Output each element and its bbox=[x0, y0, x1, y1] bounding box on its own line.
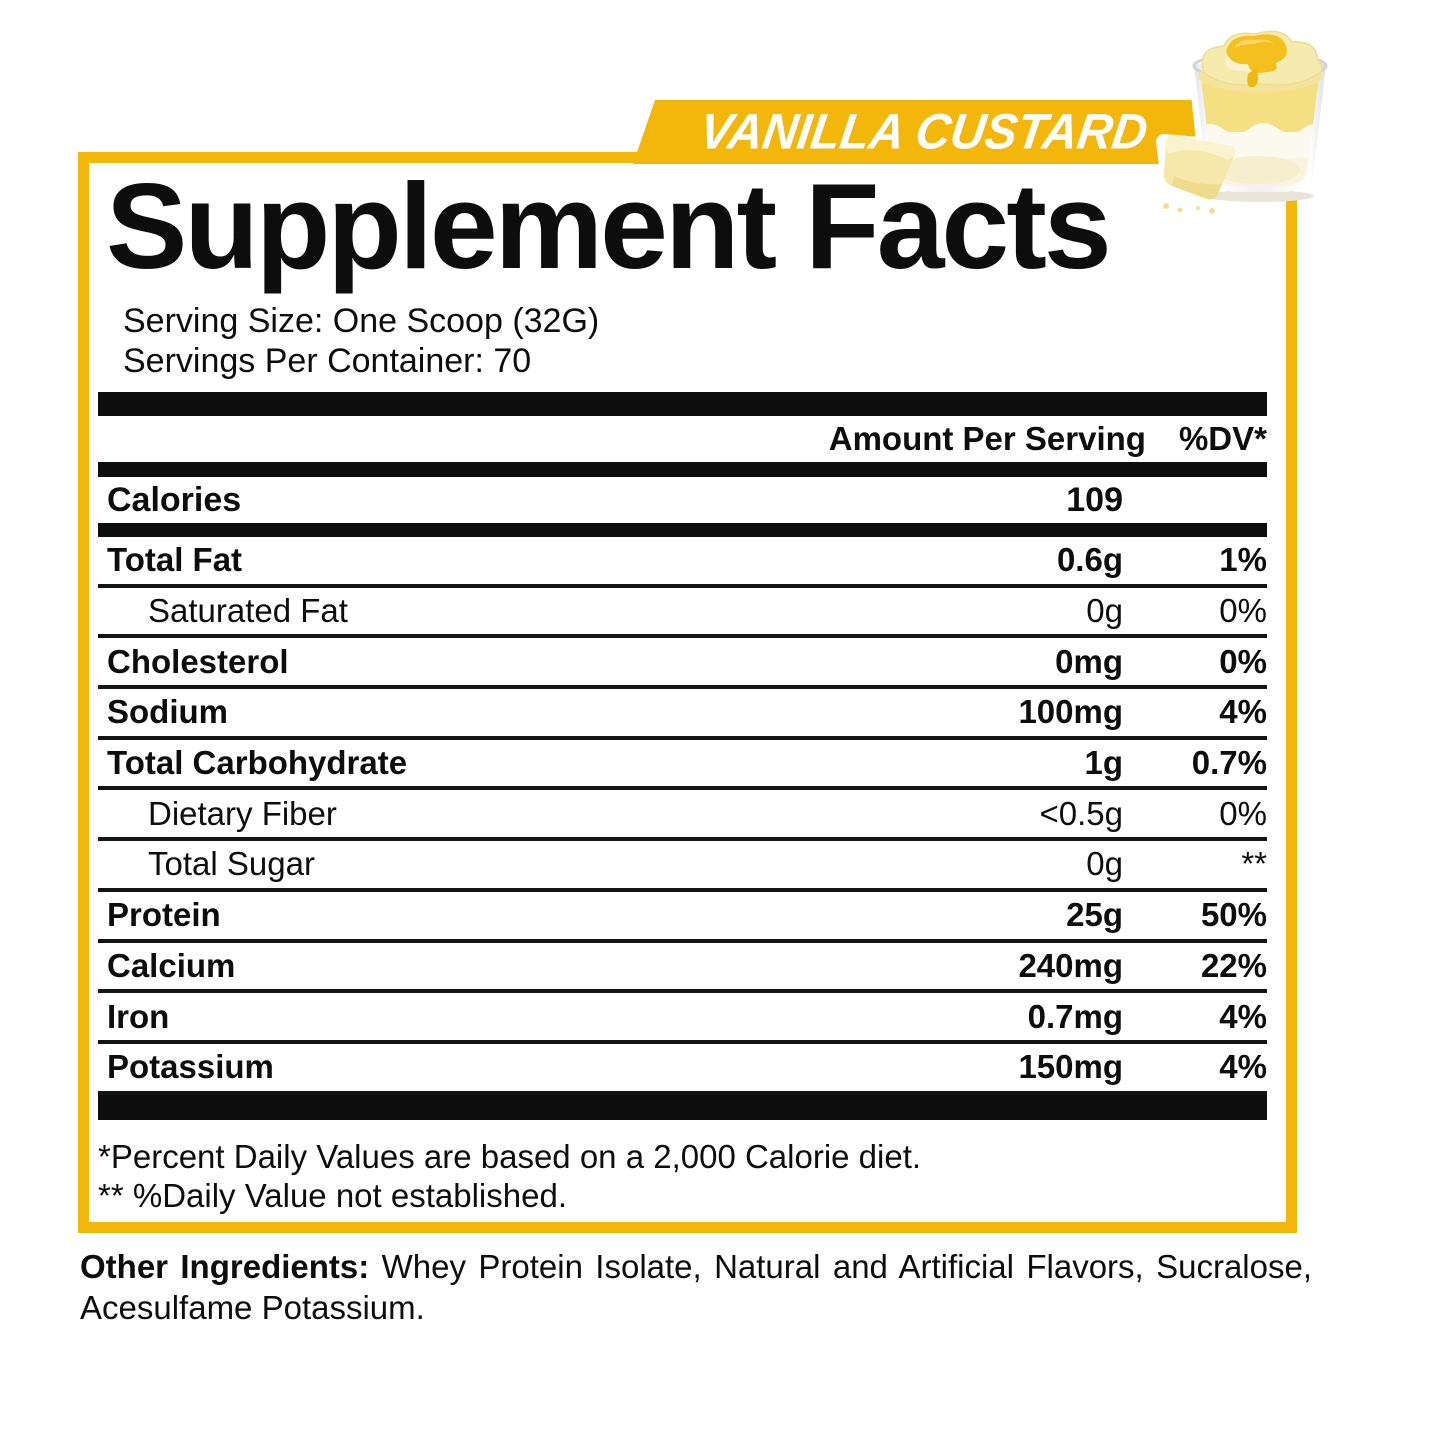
divider-medium bbox=[98, 523, 1267, 537]
footnotes: *Percent Daily Values are based on a 2,0… bbox=[98, 1137, 1267, 1215]
nutrient-dv: 4% bbox=[1219, 1048, 1267, 1086]
nutrient-amount: 0.6g bbox=[1056, 541, 1123, 579]
table-row: Protein 25g 50% bbox=[98, 892, 1267, 943]
nutrient-name: Potassium bbox=[107, 1048, 274, 1086]
dv-column-header: %DV* bbox=[1178, 420, 1267, 457]
nutrient-rows: Total Fat 0.6g 1% Saturated Fat 0g 0% Choleste… bbox=[98, 537, 1267, 1095]
nutrient-name: Total Sugar bbox=[148, 845, 315, 883]
nutrient-dv: 4% bbox=[1219, 693, 1267, 731]
flavor-name: VANILLA CUSTARD bbox=[696, 104, 1152, 160]
nutrient-amount: <0.5g bbox=[1039, 794, 1124, 832]
serving-size: Serving Size: One Scoop (32G) bbox=[123, 302, 600, 340]
divider-thick bbox=[98, 1094, 1267, 1120]
table-row: Cholesterol 0mg 0% bbox=[98, 638, 1267, 690]
nutrient-dv: 22% bbox=[1200, 946, 1267, 984]
table-row: Total Fat 0.6g 1% bbox=[98, 537, 1267, 588]
page-title: Supplement Facts bbox=[106, 158, 1112, 294]
nutrient-name: Sodium bbox=[107, 693, 228, 731]
nutrient-amount: 150mg bbox=[1018, 1048, 1123, 1086]
nutrient-amount: 0g bbox=[1086, 845, 1123, 883]
nutrient-dv: 0% bbox=[1219, 592, 1267, 630]
table-row: Dietary Fiber <0.5g 0% bbox=[98, 790, 1267, 842]
nutrient-amount: 240mg bbox=[1018, 946, 1123, 984]
table-row: Calcium 240mg 22% bbox=[98, 943, 1267, 994]
nutrient-name: Dietary Fiber bbox=[148, 794, 337, 832]
nutrient-name: Total Fat bbox=[107, 541, 243, 579]
nutrient-amount: 0.7mg bbox=[1027, 997, 1123, 1035]
footnote-dv: *Percent Daily Values are based on a 2,0… bbox=[98, 1137, 922, 1175]
table-row: Total Sugar 0g ** bbox=[98, 841, 1267, 892]
nutrient-name: Calories bbox=[107, 480, 242, 519]
other-ingredients: Other Ingredients: Whey Protein Isolate,… bbox=[80, 1246, 1312, 1328]
shadow bbox=[1206, 190, 1314, 202]
nutrient-dv: ** bbox=[1241, 845, 1267, 883]
facts-table: Amount Per Serving %DV* Calories 109 Tot… bbox=[98, 392, 1267, 1215]
nutrient-amount: 0mg bbox=[1055, 642, 1123, 680]
nutrient-name: Iron bbox=[107, 997, 170, 1035]
table-header-row: Amount Per Serving %DV* bbox=[98, 416, 1267, 462]
other-ingredients-label: Other Ingredients: bbox=[80, 1248, 370, 1285]
chocolate-wedge bbox=[1163, 135, 1236, 214]
facts-panel-frame bbox=[78, 152, 1297, 1233]
table-row: Total Carbohydrate 1g 0.7% bbox=[98, 740, 1267, 791]
nutrient-name: Protein bbox=[107, 896, 221, 934]
nutrient-name: Calcium bbox=[107, 946, 236, 984]
amount-column-header: Amount Per Serving bbox=[828, 420, 1146, 457]
table-row: Iron 0.7mg 4% bbox=[98, 993, 1267, 1044]
vanilla-custard-glass-image bbox=[1156, 26, 1332, 214]
footnote-not-established: ** %Daily Value not established. bbox=[98, 1176, 567, 1214]
nutrient-amount: 25g bbox=[1066, 896, 1123, 934]
flavor-banner: VANILLA CUSTARD bbox=[633, 100, 1215, 164]
serving-info: Serving Size: One Scoop (32G) Servings P… bbox=[123, 301, 599, 381]
nutrient-name: Total Carbohydrate bbox=[107, 744, 408, 782]
divider-thick bbox=[98, 392, 1267, 416]
table-row: Saturated Fat 0g 0% bbox=[98, 588, 1267, 639]
divider-medium bbox=[98, 462, 1267, 477]
sauce-drizzle bbox=[1226, 34, 1287, 88]
calories-row: Calories 109 bbox=[98, 477, 1267, 523]
nutrient-dv: 1% bbox=[1219, 541, 1267, 579]
nutrient-dv: 0% bbox=[1219, 642, 1267, 680]
other-ingredients-text: Whey Protein Isolate, Natural and Artifi… bbox=[80, 1248, 1312, 1326]
nutrient-amount: 109 bbox=[1066, 480, 1123, 519]
nutrient-dv: 0.7% bbox=[1191, 744, 1267, 782]
nutrient-dv: 4% bbox=[1219, 997, 1267, 1035]
nutrient-amount: 1g bbox=[1084, 744, 1123, 782]
nutrient-amount: 100mg bbox=[1018, 693, 1123, 731]
table-row: Sodium 100mg 4% bbox=[98, 689, 1267, 740]
nutrient-dv: 0% bbox=[1219, 794, 1267, 832]
nutrient-amount: 0g bbox=[1086, 592, 1123, 630]
nutrient-name: Saturated Fat bbox=[148, 592, 348, 630]
nutrient-name: Cholesterol bbox=[107, 642, 289, 680]
servings-per-container: Servings Per Container: 70 bbox=[123, 342, 532, 380]
table-row: Potassium 150mg 4% bbox=[98, 1044, 1267, 1095]
nutrient-dv: 50% bbox=[1200, 896, 1267, 934]
